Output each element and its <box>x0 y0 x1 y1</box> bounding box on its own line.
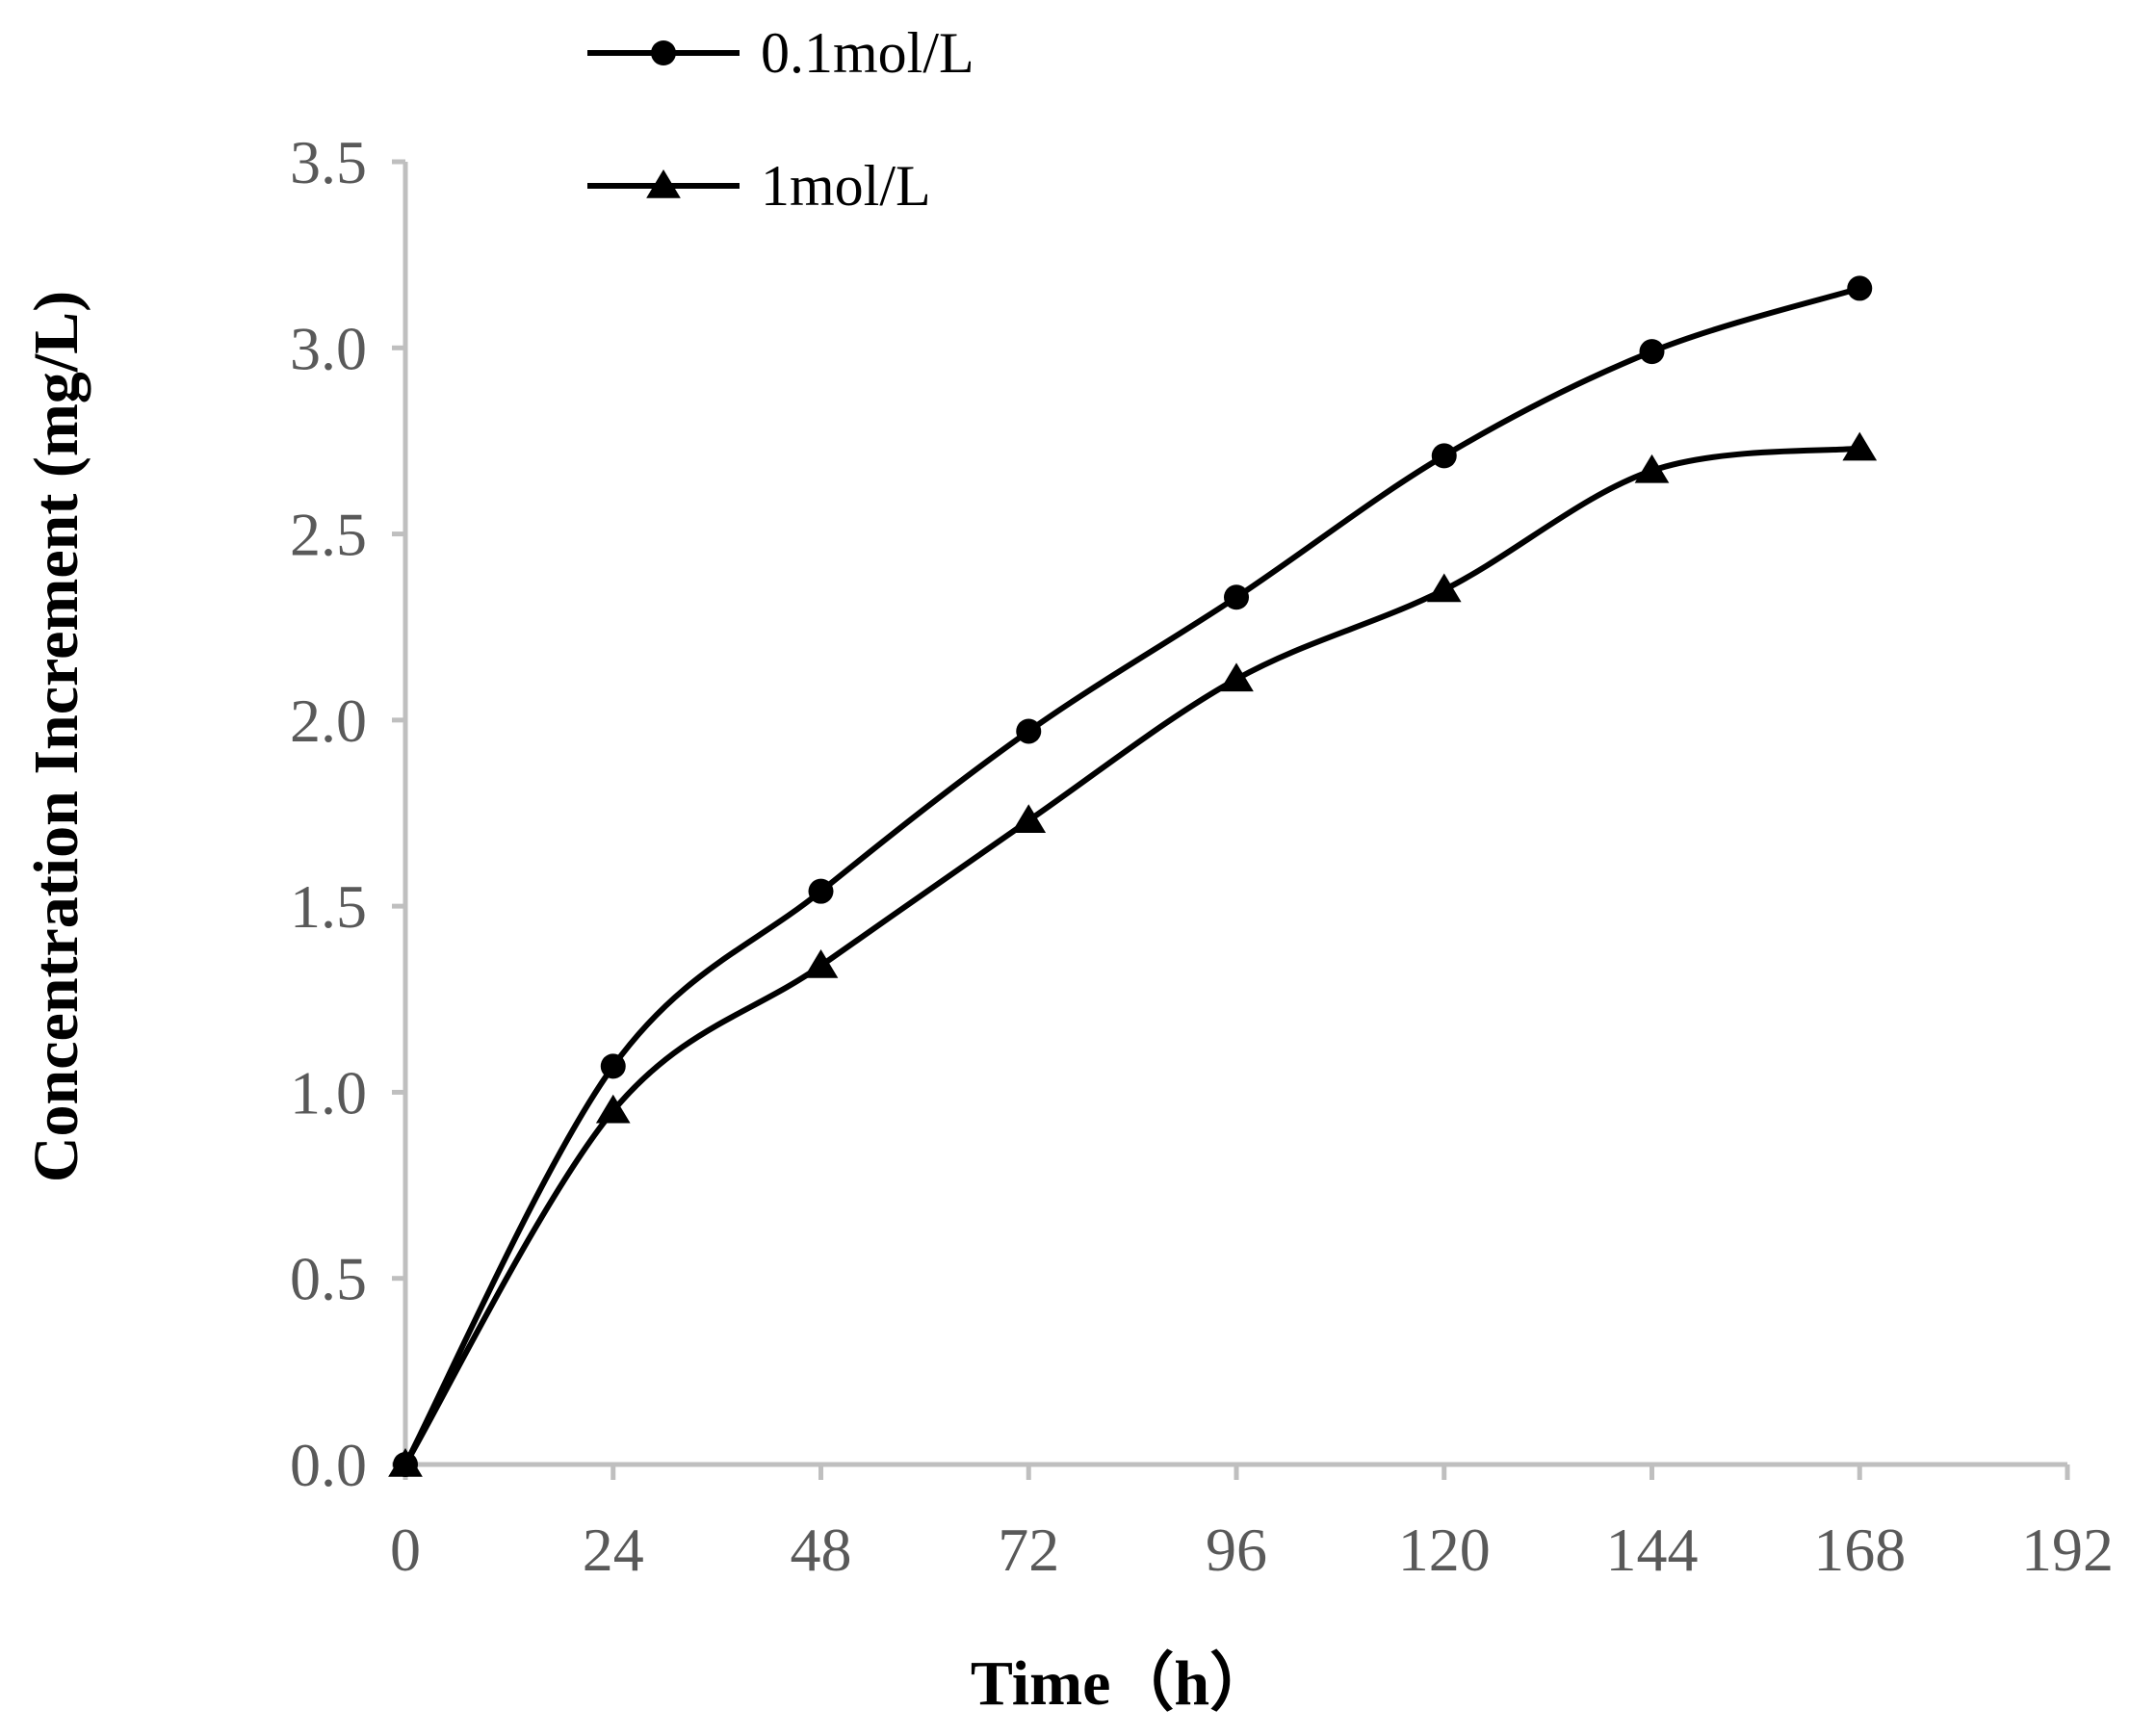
y-tick-label: 2.0 <box>290 687 367 755</box>
data-point-triangle <box>1219 662 1254 692</box>
data-point-triangle <box>388 1448 423 1477</box>
x-axis-title: Time（h） <box>971 1647 1273 1719</box>
data-point-circle <box>600 1053 626 1079</box>
data-point-circle <box>808 878 834 904</box>
series-1 <box>393 275 1873 1477</box>
y-axis-ticks: 0.0 0.5 1.0 1.5 2.0 2.5 3.0 3.5 <box>290 128 405 1499</box>
x-tick-label: 144 <box>1606 1516 1699 1584</box>
y-axis-title: Concentration Increment (mg/L) <box>21 291 91 1182</box>
y-tick-label: 0.0 <box>290 1431 367 1499</box>
x-tick-label: 168 <box>1813 1516 1906 1584</box>
chart-axes <box>403 162 2067 1467</box>
x-tick-label: 120 <box>1398 1516 1491 1584</box>
series-line <box>403 445 1863 1467</box>
data-point-triangle <box>1426 573 1462 603</box>
x-tick-label: 96 <box>1206 1516 1267 1584</box>
data-point-circle <box>1224 584 1249 610</box>
series-2 <box>388 431 1878 1477</box>
data-point-circle <box>1431 443 1457 469</box>
x-tick-label: 48 <box>791 1516 852 1584</box>
legend-marker-circle <box>651 40 676 65</box>
series-line <box>403 285 1863 1467</box>
y-tick-label: 3.5 <box>290 128 367 196</box>
legend-label: 0.1mol/L <box>761 21 974 85</box>
y-tick-label: 2.5 <box>290 501 367 569</box>
x-tick-label: 0 <box>390 1516 421 1584</box>
data-point-triangle <box>1842 431 1878 461</box>
y-tick-label: 1.0 <box>290 1058 367 1127</box>
data-point-triangle <box>1011 804 1047 833</box>
y-tick-label: 1.5 <box>290 872 367 941</box>
legend-label: 1mol/L <box>761 154 931 218</box>
x-tick-label: 192 <box>2021 1516 2114 1584</box>
data-point-triangle <box>803 948 839 978</box>
data-point-triangle <box>595 1094 631 1124</box>
y-tick-label: 3.0 <box>290 314 367 382</box>
y-tick-label: 0.5 <box>290 1245 367 1313</box>
data-point-circle <box>1847 275 1873 301</box>
data-point-circle <box>1016 718 1042 744</box>
legend-item: 1mol/L <box>587 154 931 218</box>
legend: 0.1mol/L 1mol/L <box>587 21 974 218</box>
legend-item: 0.1mol/L <box>587 21 974 85</box>
series-layer <box>388 275 1878 1477</box>
data-point-triangle <box>1634 453 1670 483</box>
x-tick-label: 72 <box>998 1516 1059 1584</box>
legend-marker-triangle <box>646 169 681 198</box>
data-point-circle <box>1639 339 1665 365</box>
x-axis-ticks: 0 24 48 72 96 120 144 168 192 <box>390 1464 2114 1584</box>
x-tick-label: 24 <box>583 1516 644 1584</box>
